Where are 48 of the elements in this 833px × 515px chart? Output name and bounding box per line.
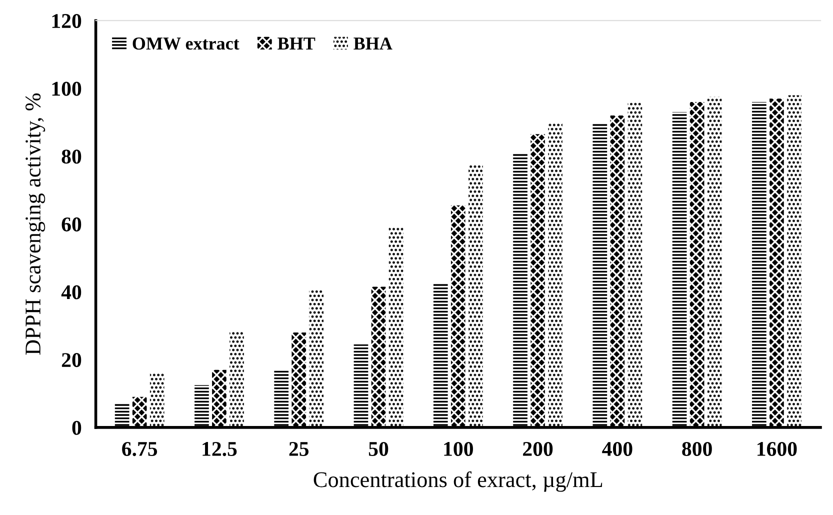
y-tick-label: 0 (72, 420, 82, 435)
x-tick-label: 800 (682, 442, 712, 456)
bar (114, 404, 130, 428)
x-tick-label: 25 (289, 442, 309, 456)
x-tick-label: 200 (523, 442, 553, 456)
y-tick-label: 40 (61, 285, 82, 300)
x-axis-title: Concentrations of exract, µg/mL (314, 471, 602, 492)
bar (371, 286, 386, 428)
y-tick-label: 80 (62, 150, 82, 164)
bar (707, 96, 722, 428)
bar (610, 116, 625, 428)
bar (132, 396, 147, 428)
y-tick-label: 20 (62, 353, 82, 368)
bar (513, 152, 528, 428)
y-tick-label: 60 (62, 217, 82, 232)
x-tick-label: 1600 (758, 442, 797, 456)
bar (690, 102, 704, 428)
y-axis-title: DPPH scavenging activity, % (26, 93, 46, 355)
x-tick-label: 400 (602, 442, 632, 456)
bar (770, 98, 784, 428)
bar (194, 385, 209, 428)
bar (752, 102, 766, 428)
legend-label: OMW extract (132, 38, 240, 50)
bar (433, 283, 448, 428)
x-tick-label: 100 (444, 442, 473, 456)
bar (274, 370, 289, 428)
bar (230, 330, 244, 428)
bar (212, 370, 226, 428)
y-tick-label: 120 (52, 14, 82, 28)
bar (354, 344, 368, 428)
bar (530, 134, 545, 428)
bar (388, 227, 404, 428)
bar (292, 332, 306, 428)
bar (672, 112, 687, 428)
bar (309, 290, 324, 428)
bar (468, 164, 483, 428)
y-tick-label: 100 (52, 82, 82, 96)
bar (450, 205, 466, 428)
x-tick-label: 12.5 (202, 442, 237, 456)
legend-label: BHT (278, 38, 316, 50)
bar (787, 95, 802, 428)
bar (548, 122, 562, 428)
bar (150, 373, 164, 428)
x-tick-label: 6.75 (122, 442, 158, 456)
bar (628, 102, 642, 428)
bar (592, 124, 608, 428)
x-tick-label: 50 (368, 442, 388, 456)
legend-label: BHA (354, 38, 392, 50)
